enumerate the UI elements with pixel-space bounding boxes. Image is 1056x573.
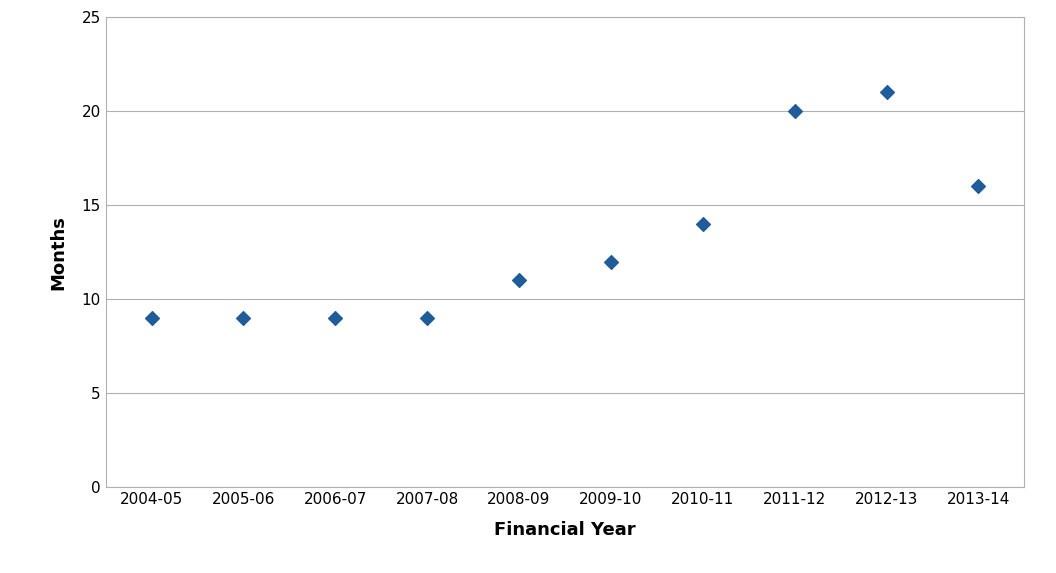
Point [234, 313, 252, 323]
Point [695, 219, 712, 229]
Point [969, 182, 986, 191]
X-axis label: Financial Year: Financial Year [494, 521, 636, 539]
Point [327, 313, 344, 323]
Point [144, 313, 161, 323]
Point [511, 276, 528, 285]
Point [879, 88, 895, 97]
Y-axis label: Months: Months [50, 215, 68, 289]
Point [787, 107, 804, 116]
Point [418, 313, 436, 323]
Point [602, 257, 619, 266]
